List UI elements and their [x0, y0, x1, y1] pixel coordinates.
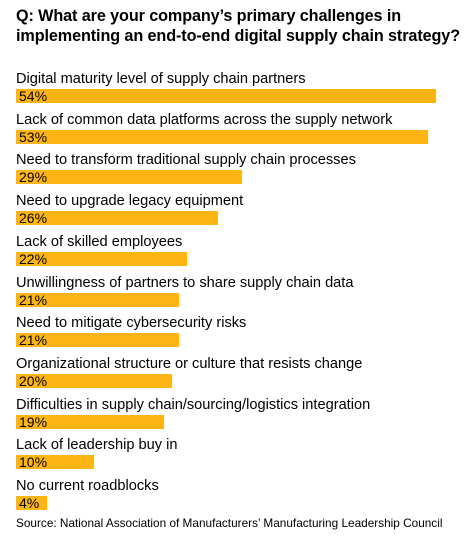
bar [16, 292, 180, 307]
bar [16, 414, 164, 429]
bar [16, 170, 242, 185]
category-label: Need to transform traditional supply cha… [16, 152, 356, 169]
category-label: No current roadblocks [16, 478, 159, 494]
bar [16, 496, 48, 510]
category-label: Organizational structure or culture that… [16, 355, 363, 372]
category-label: Lack of common data platforms across the… [16, 111, 393, 128]
bar [16, 129, 429, 144]
chart-title: Q: What are your company’s primary chall… [16, 7, 460, 45]
category-label: Lack of skilled employees [16, 233, 183, 250]
bar-value-label: 20% [19, 372, 48, 389]
bar-item: Lack of common data platforms across the… [16, 111, 456, 151]
category-label: Need to mitigate cybersecurity risks [16, 315, 247, 332]
bar-item: Unwillingness of partners to share suppl… [16, 274, 456, 314]
category-label: Digital maturity level of supply chain p… [16, 71, 306, 87]
bar-item: Need to upgrade legacy equipment 26% [16, 192, 456, 232]
bar-item: Organizational structure or culture that… [16, 355, 456, 395]
bar-value-label: 21% [19, 291, 48, 308]
category-label: Difficulties in supply chain/sourcing/lo… [16, 396, 371, 413]
bar-value-label: 29% [19, 169, 48, 186]
bar-item: No current roadblocks 4% [16, 477, 456, 517]
bar-value-label: 22% [19, 250, 48, 267]
category-label: Unwillingness of partners to share suppl… [16, 274, 354, 291]
bar-item: Lack of skilled employees 22% [16, 233, 456, 273]
bar-value-label: 21% [19, 332, 48, 349]
bar [16, 373, 172, 388]
bar-value-label: 4% [19, 495, 40, 511]
bar-value-label: 54% [19, 88, 48, 104]
bar-value-label: 10% [19, 454, 48, 471]
source-note: Source: National Association of Manufact… [16, 516, 443, 530]
category-label: Lack of leadership buy in [16, 437, 178, 454]
bar-value-label: 26% [19, 210, 48, 227]
bar-item: Lack of leadership buy in 10% [16, 436, 456, 476]
bar-item: Digital maturity level of supply chain p… [16, 70, 456, 110]
bar-value-label: 19% [19, 413, 48, 430]
category-label: Need to upgrade legacy equipment [16, 193, 244, 210]
bar [16, 333, 180, 348]
bar [16, 251, 188, 266]
bar-item: Need to transform traditional supply cha… [16, 151, 456, 191]
bar-value-label: 53% [19, 128, 48, 145]
bar-item: Difficulties in supply chain/sourcing/lo… [16, 396, 456, 436]
bar-item: Need to mitigate cybersecurity risks 21% [16, 314, 456, 354]
bar [16, 455, 94, 470]
bar [16, 89, 436, 103]
bar [16, 211, 219, 226]
